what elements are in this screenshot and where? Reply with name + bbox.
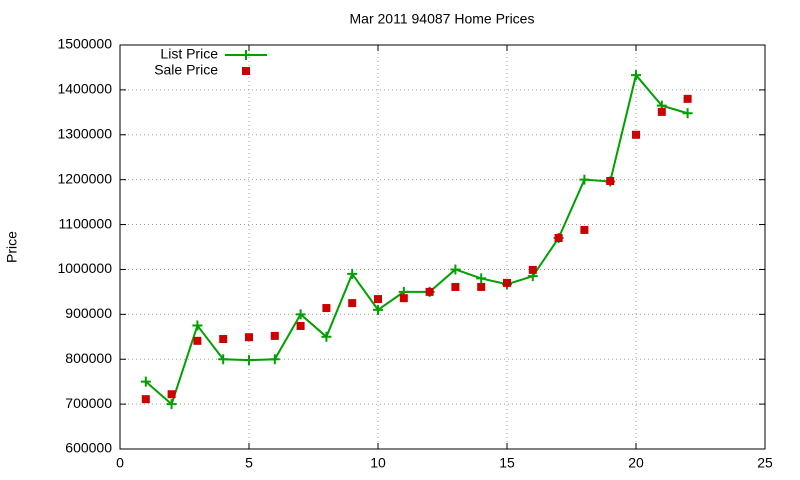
point-marker xyxy=(682,108,693,119)
plot-frame xyxy=(119,44,766,450)
y-tick-label: 700000 xyxy=(65,395,112,411)
point-marker xyxy=(193,336,202,345)
point-marker xyxy=(632,130,640,139)
legend-marker xyxy=(241,50,251,60)
point-marker xyxy=(166,399,177,410)
point-marker xyxy=(631,70,641,81)
x-tick-label: 0 xyxy=(116,455,124,471)
point-marker xyxy=(657,107,666,116)
x-tick-label: 25 xyxy=(757,455,773,471)
point-marker xyxy=(322,304,331,313)
point-marker xyxy=(244,355,254,366)
x-tick-label: 20 xyxy=(628,455,644,471)
legend-label: List Price xyxy=(160,46,218,62)
y-tick-label: 1000000 xyxy=(57,260,112,276)
x-tick-label: 5 xyxy=(245,455,253,471)
y-tick-label: 1500000 xyxy=(57,36,112,52)
y-tick-label: 1300000 xyxy=(57,125,112,141)
chart-title: Mar 2011 94087 Home Prices xyxy=(350,11,535,27)
point-marker xyxy=(347,268,358,279)
point-marker xyxy=(269,354,280,365)
series-line xyxy=(145,72,688,406)
point-marker xyxy=(451,282,460,291)
point-marker xyxy=(167,390,176,399)
point-marker xyxy=(373,304,383,315)
point-marker xyxy=(219,335,228,344)
point-marker xyxy=(374,295,382,304)
point-marker xyxy=(503,278,511,287)
y-tick-label: 1200000 xyxy=(57,170,112,186)
point-marker xyxy=(399,294,408,303)
point-marker xyxy=(450,264,461,275)
y-axis-label: Price xyxy=(4,231,20,263)
point-marker xyxy=(141,395,150,404)
point-marker xyxy=(295,309,306,320)
point-marker xyxy=(140,376,151,387)
x-tick-label: 15 xyxy=(499,455,515,471)
legend-marker xyxy=(242,67,250,75)
point-marker xyxy=(348,299,357,308)
point-marker xyxy=(245,333,253,342)
point-marker xyxy=(579,174,590,185)
y-tick-label: 900000 xyxy=(65,305,112,321)
legend-label: Sale Price xyxy=(154,62,218,78)
point-marker xyxy=(218,354,229,365)
point-marker xyxy=(528,265,537,274)
point-marker xyxy=(296,322,305,331)
point-marker xyxy=(580,225,589,234)
point-marker xyxy=(683,94,692,103)
point-marker xyxy=(477,282,486,291)
point-marker xyxy=(321,331,332,342)
point-marker xyxy=(554,234,563,243)
point-marker xyxy=(192,320,203,331)
y-tick-label: 1100000 xyxy=(59,215,113,231)
x-tick-label: 10 xyxy=(370,455,386,471)
point-marker xyxy=(270,331,279,340)
point-marker xyxy=(606,177,615,186)
point-marker xyxy=(425,287,434,296)
y-tick-label: 1400000 xyxy=(57,81,112,97)
y-tick-label: 600000 xyxy=(65,440,112,456)
point-marker xyxy=(476,273,487,284)
y-tick-label: 800000 xyxy=(65,350,112,366)
